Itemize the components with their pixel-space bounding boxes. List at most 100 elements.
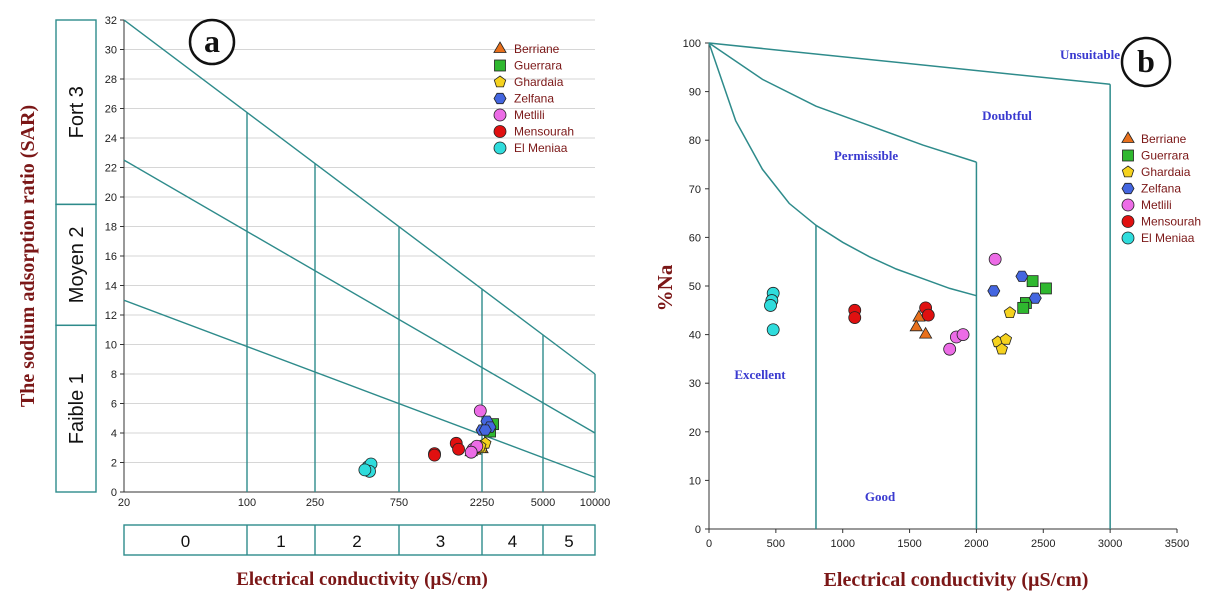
data-point-mensourah: [428, 448, 441, 462]
y-tick-label: 60: [689, 232, 701, 244]
y-tick-label: 14: [105, 281, 117, 293]
legend-marker: [1121, 231, 1135, 245]
x-tick-label: 1500: [897, 538, 921, 550]
data-point-guerrara: [1017, 301, 1030, 314]
zone-label-unsuitable: Unsuitable: [1060, 47, 1120, 62]
data-point-guerrara: [1040, 282, 1052, 295]
data-point-metlili: [464, 445, 478, 459]
ec-class-label: 4: [508, 532, 517, 551]
data-point-guerrara: [1026, 275, 1039, 288]
y-tick-label: 20: [689, 427, 701, 439]
ec-class-label: 1: [276, 532, 285, 551]
data-point-mensourah: [848, 311, 862, 324]
ec-class-label: 0: [181, 532, 190, 551]
data-point-metlili: [956, 328, 970, 342]
legend-marker: [1121, 182, 1135, 195]
y-tick-label: 32: [105, 15, 117, 27]
panel-badge-label: a: [204, 23, 220, 59]
y-tick-label: 16: [105, 251, 117, 263]
y-tick-label: 90: [689, 87, 701, 99]
panel-badge-circle: [188, 18, 236, 66]
data-point-ghardaia: [1003, 306, 1017, 319]
legend-label: El Meniaa: [1141, 231, 1195, 245]
panel-badge-label: b: [1137, 43, 1155, 79]
x-tick-label: 10000: [580, 497, 610, 509]
legend-marker: [494, 59, 506, 72]
y-tick-label: 4: [111, 428, 117, 440]
data-point-berriane: [909, 319, 923, 332]
legend-label: El Meniaa: [514, 141, 568, 155]
y-tick-label: 12: [105, 310, 117, 322]
legend-label: Zelfana: [514, 92, 554, 106]
legend-marker: [493, 141, 507, 155]
legend-marker: [1122, 149, 1134, 162]
x-tick-label: 2500: [1031, 538, 1055, 550]
data-point-mensourah: [452, 442, 465, 456]
y-axis-title: The sodium adsorption ratio (SAR): [17, 105, 39, 407]
data-point-metlili: [943, 342, 957, 356]
y-tick-label: 0: [695, 524, 701, 536]
y-tick-label: 26: [105, 104, 117, 116]
boundary-line: [123, 159, 596, 434]
y-tick-label: 50: [689, 281, 701, 293]
zone-label-doubtful: Doubtful: [982, 108, 1032, 123]
y-tick-label: 24: [105, 133, 117, 145]
legend-marker: [1121, 165, 1135, 178]
legend-label: Ghardaia: [514, 75, 564, 89]
data-point-el-meniaa: [764, 299, 777, 312]
x-tick-label: 20: [118, 497, 130, 509]
boundary-doubtful: [708, 42, 977, 163]
sar-class-label: Faible 1: [66, 373, 88, 444]
x-tick-label: 1000: [830, 538, 854, 550]
x-tick-label: 2250: [470, 497, 494, 509]
legend-marker: [493, 75, 507, 88]
legend-marker: [493, 41, 507, 53]
boundary-line: [123, 299, 596, 478]
y-tick-label: 30: [689, 378, 701, 390]
y-tick-label: 80: [689, 135, 701, 147]
ec-class-label: 2: [352, 532, 361, 551]
x-tick-label: 0: [706, 538, 712, 550]
y-tick-label: 20: [105, 192, 117, 204]
sar-class-label: Fort 3: [66, 86, 88, 138]
data-point-zelfana: [1015, 270, 1029, 282]
y-tick-label: 28: [105, 74, 117, 86]
y-tick-label: 100: [683, 38, 701, 50]
legend-label: Zelfana: [1141, 182, 1181, 196]
data-point-el-meniaa: [358, 463, 372, 477]
data-point-ghardaia: [999, 333, 1013, 345]
legend-label: Berriane: [514, 42, 560, 56]
y-tick-label: 22: [105, 163, 117, 175]
boundary-line: [123, 19, 596, 375]
x-tick-label: 750: [390, 497, 408, 509]
legend-marker: [1121, 198, 1135, 212]
legend-marker: [493, 125, 507, 138]
x-tick-label: 100: [238, 497, 256, 509]
panel-badge-circle: [1120, 36, 1172, 88]
y-tick-label: 30: [105, 45, 117, 57]
legend-label: Mensourah: [514, 125, 574, 139]
sar-class-box: [55, 19, 97, 206]
data-point-metlili: [988, 252, 1002, 266]
y-tick-label: 10: [105, 340, 117, 352]
y-tick-label: 2: [111, 458, 117, 470]
y-tick-label: 10: [689, 475, 701, 487]
zone-label-excellent: Excellent: [734, 367, 786, 382]
legend-label: Guerrara: [514, 59, 562, 73]
legend-marker: [1121, 215, 1135, 228]
x-tick-label: 500: [767, 538, 785, 550]
legend-label: Metlili: [1141, 198, 1172, 212]
boundary-permissible: [708, 42, 977, 297]
x-tick-label: 2000: [964, 538, 988, 550]
x-tick-label: 250: [306, 497, 324, 509]
zone-label-good: Good: [865, 489, 896, 504]
data-point-metlili: [473, 404, 487, 418]
ec-class-label: 3: [436, 532, 445, 551]
legend-marker: [493, 108, 507, 122]
y-tick-label: 70: [689, 184, 701, 196]
y-tick-label: 18: [105, 222, 117, 234]
boundary-unsuitable: [708, 42, 1111, 86]
zone-label-permissible: Permissible: [834, 148, 898, 163]
ec-class-label: 5: [564, 532, 573, 551]
sar-class-label: Moyen 2: [66, 226, 88, 303]
